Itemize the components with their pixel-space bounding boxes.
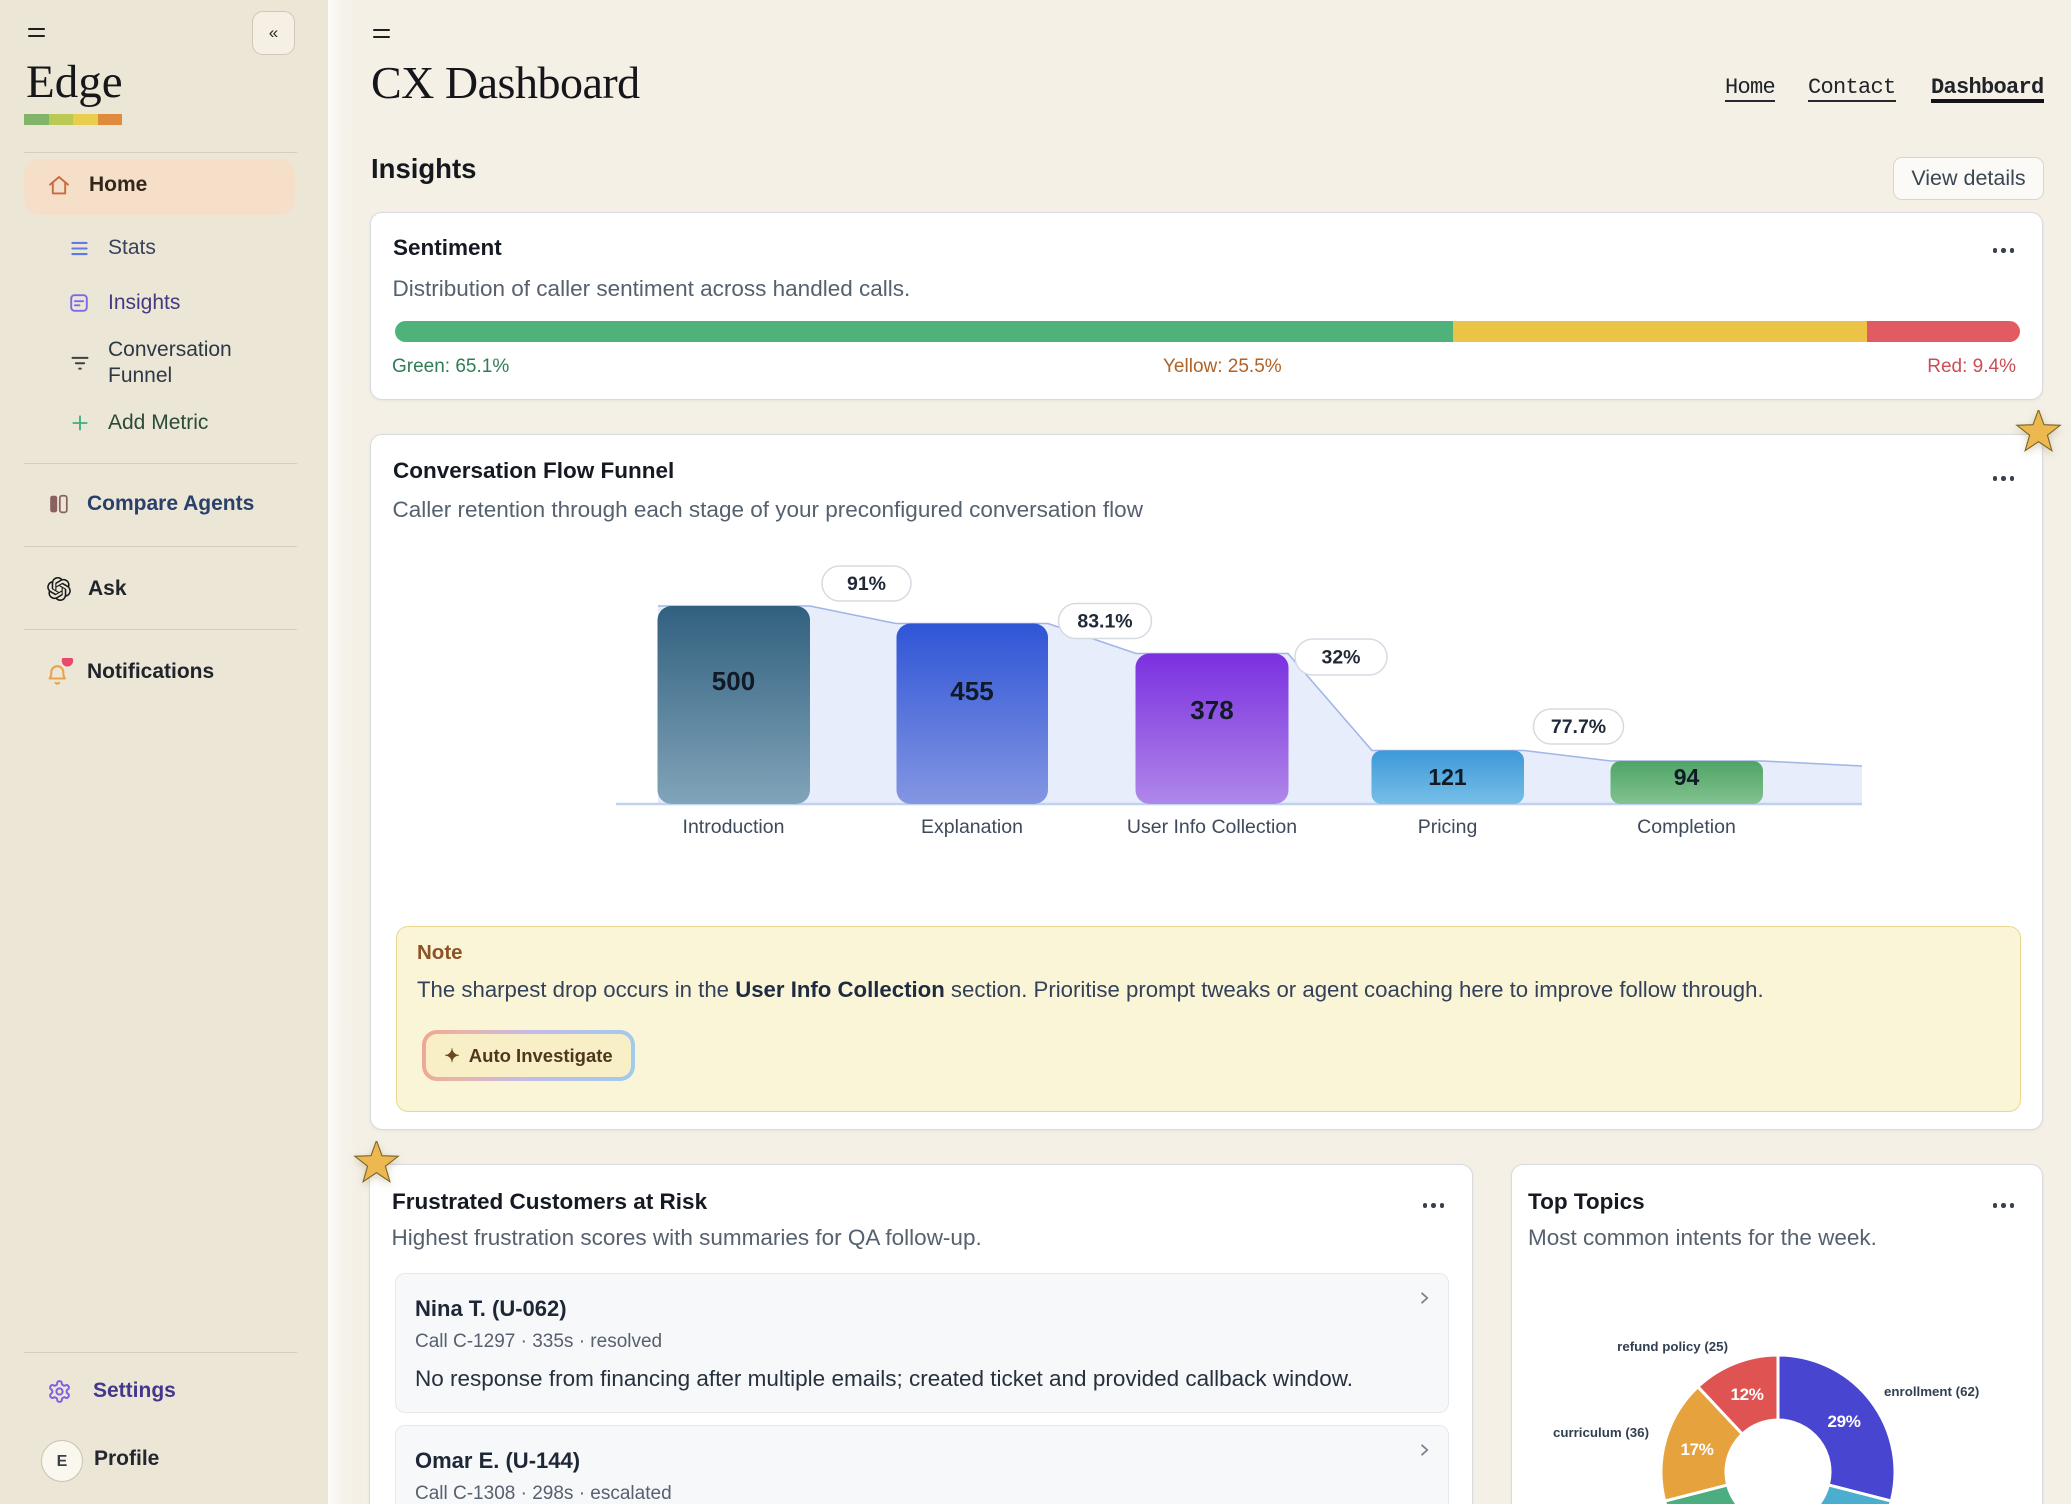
- svg-text:121: 121: [1428, 764, 1467, 790]
- svg-text:refund policy (25): refund policy (25): [1617, 1339, 1728, 1354]
- svg-text:29%: 29%: [1827, 1412, 1860, 1431]
- svg-text:94: 94: [1674, 764, 1700, 790]
- svg-text:enrollment (62): enrollment (62): [1884, 1384, 1979, 1399]
- svg-text:Introduction: Introduction: [683, 816, 785, 838]
- svg-text:Completion: Completion: [1637, 816, 1736, 838]
- svg-text:Explanation: Explanation: [921, 816, 1023, 838]
- svg-text:17%: 17%: [1680, 1440, 1713, 1459]
- svg-text:Pricing: Pricing: [1418, 816, 1478, 838]
- svg-text:32%: 32%: [1321, 647, 1360, 669]
- svg-text:12%: 12%: [1730, 1385, 1763, 1404]
- svg-text:91%: 91%: [847, 573, 886, 595]
- svg-text:455: 455: [950, 676, 993, 706]
- svg-text:378: 378: [1190, 695, 1233, 725]
- svg-text:500: 500: [712, 666, 755, 696]
- svg-text:User Info Collection: User Info Collection: [1127, 816, 1297, 838]
- svg-text:77.7%: 77.7%: [1551, 716, 1606, 738]
- svg-text:curriculum (36): curriculum (36): [1553, 1425, 1649, 1440]
- svg-text:83.1%: 83.1%: [1077, 611, 1132, 633]
